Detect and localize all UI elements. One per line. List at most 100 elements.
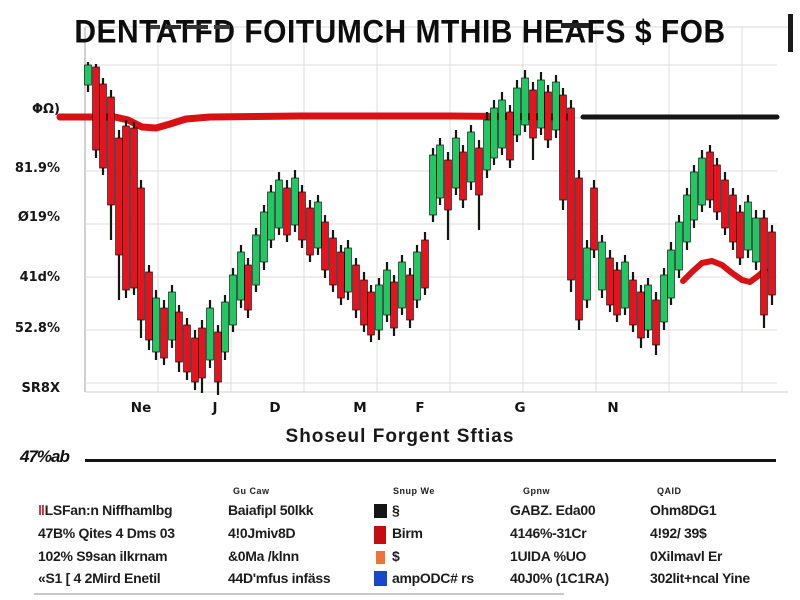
candle-body (398, 261, 406, 309)
candle-body (768, 231, 776, 296)
horizontal-rule (85, 459, 776, 462)
table-row-1-col3: § (392, 502, 400, 518)
candle-body (406, 274, 414, 321)
candle-body (444, 159, 452, 211)
candle-body (729, 194, 737, 243)
candle-body (452, 137, 460, 189)
table-row-3-col2: &0Ma /klnn (228, 548, 299, 564)
candle-body (367, 291, 375, 336)
table-row-1-col5: Ohm8DG1 (650, 502, 717, 518)
candle-body (660, 274, 668, 323)
candle-body (267, 191, 275, 241)
candle-body (436, 144, 444, 199)
footer-left-label: 47%ab (20, 447, 70, 466)
table-row-1-col2: Baiafipl 50lkk (228, 502, 314, 518)
candle-body (429, 154, 437, 216)
candle-body (206, 307, 214, 361)
candle-body (459, 151, 467, 201)
candle-body (498, 99, 506, 149)
candle-body (713, 164, 721, 213)
candle-body (706, 151, 714, 201)
table-row-2-col3: Birm (392, 525, 423, 541)
legend-swatch-orange (376, 551, 385, 564)
table-header-col4: Gpnw (523, 486, 550, 496)
artifact-mark (165, 25, 181, 29)
y-tick-label: 81.9% (15, 161, 60, 176)
candle-body (421, 239, 429, 289)
candle-body (413, 251, 421, 301)
candle-body (237, 251, 245, 301)
legend-swatch-black (374, 504, 387, 518)
candle-body (360, 279, 368, 326)
candle-body (390, 281, 398, 329)
candle-body (683, 194, 691, 243)
candle-body (191, 337, 199, 383)
y-tick-label: SR8X (22, 381, 60, 396)
artifact-mark (214, 25, 230, 29)
candle-body (321, 221, 329, 271)
candle-body (590, 187, 598, 251)
candle-body (690, 171, 698, 221)
table-row-4-col4: 40J0% (1C1RA) (510, 570, 609, 586)
candle-body (652, 299, 660, 346)
candle-body (467, 131, 475, 183)
y-tick-label: 41d% (20, 270, 60, 285)
red-ma-squiggle (680, 258, 768, 285)
candle-body (145, 271, 153, 341)
candle-body (137, 187, 145, 321)
candle-body (544, 91, 552, 141)
candle-body (314, 201, 322, 249)
candle-body (198, 327, 206, 379)
candle-body (744, 201, 752, 251)
candle-body (298, 191, 306, 241)
candle-body (115, 137, 123, 256)
candle-body (644, 284, 652, 331)
artifact-mark (788, 14, 793, 52)
table-row-2-name: 47B% Qites 4 Dms 03 (38, 525, 175, 541)
artifact-mark (150, 25, 160, 29)
candle-body (306, 207, 314, 256)
candle-body (175, 311, 183, 363)
candle-body (559, 94, 567, 201)
x-tick-label: G (514, 400, 525, 416)
candle-body (383, 269, 391, 316)
candle-body (506, 111, 514, 161)
table-header-col5: QAID (657, 486, 682, 496)
x-tick-label: N (607, 400, 618, 416)
candle-body (483, 119, 491, 171)
candle-body (221, 301, 229, 353)
candle-body (229, 274, 237, 326)
red-trend-line (56, 112, 574, 132)
candle-body (736, 211, 744, 259)
candle-body (252, 234, 260, 286)
chart-title: DENTATFD FOITUMCH MTHIB HEAFS $ FOB (74, 14, 726, 51)
table-row-4-name: «S1 [ 4 2Mird Enetil (38, 570, 161, 586)
candle-body (583, 247, 591, 301)
candle-body (214, 331, 222, 383)
candle-body (99, 83, 107, 169)
candle-body (575, 177, 583, 321)
table-row-1-col4: GABZ. Eda00 (510, 502, 596, 518)
table-row-3-col4: 1UIDA %UO (510, 548, 587, 564)
candle-body (260, 211, 268, 263)
table-row-3-col5: 0Xilmavl Er (650, 548, 723, 564)
candle-body (537, 79, 545, 129)
legend-swatch-blue (374, 571, 387, 586)
candle-body (152, 297, 160, 353)
candle-body (183, 324, 191, 373)
candle-body (613, 269, 621, 316)
table-row-2-col5: 4!92/ 39$ (650, 525, 707, 541)
candle-body (606, 257, 614, 306)
x-tick-label: F (415, 400, 424, 416)
candle-body (529, 89, 537, 139)
x-tick-label: Ne (131, 400, 151, 416)
candle-body (675, 221, 683, 271)
table-header-col3: Snup We (393, 486, 435, 496)
candle-body (352, 264, 360, 311)
red-bar-icon: ‖ (38, 502, 45, 518)
candle-body (168, 291, 176, 341)
candle-body (107, 96, 115, 206)
candle-body (760, 217, 768, 316)
candle-body (244, 264, 252, 311)
